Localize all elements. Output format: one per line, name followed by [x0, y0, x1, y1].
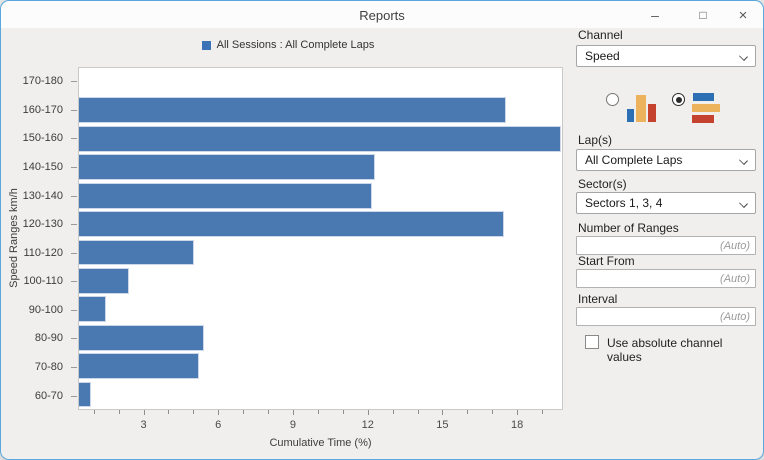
- interval-label: Interval: [578, 292, 618, 306]
- bar: [79, 239, 194, 266]
- x-tick-mark: [442, 410, 444, 415]
- window-title: Reports: [359, 7, 405, 23]
- horizontal-bar-chart-icon[interactable]: [692, 93, 720, 123]
- y-tick-mark: [71, 167, 77, 169]
- x-tick-mark: [292, 410, 294, 415]
- vertical-bar-chart-icon[interactable]: [627, 94, 656, 122]
- x-axis-title: Cumulative Time (%): [269, 437, 372, 449]
- channel-select[interactable]: Speed: [576, 45, 756, 67]
- laps-value: All Complete Laps: [585, 153, 683, 167]
- y-tick-label: 140-150: [0, 153, 77, 182]
- chevron-down-icon: [739, 156, 748, 165]
- y-tick-mark: [71, 138, 77, 140]
- y-tick-label: 100-110: [0, 267, 77, 296]
- channel-label: Channel: [578, 28, 623, 42]
- chevron-down-icon: [739, 199, 748, 208]
- y-axis: 170-180 160-170 150-160 140-150 130-140 120-1…: [0, 67, 77, 410]
- y-tick-label: 110-120: [0, 238, 77, 267]
- x-tick-label: 3: [140, 419, 147, 431]
- y-tick-label: 70-80: [0, 353, 77, 382]
- y-tick-mark: [71, 81, 77, 83]
- y-tick-mark: [71, 281, 77, 283]
- x-tick-mark: [243, 410, 245, 414]
- sectors-label: Sector(s): [578, 177, 627, 191]
- chevron-down-icon: [739, 52, 748, 61]
- channel-value: Speed: [585, 49, 620, 63]
- bar: [79, 154, 375, 181]
- legend-marker-icon: [201, 40, 211, 50]
- chart-type-horizontal-radio[interactable]: [672, 93, 685, 106]
- chart-type-vertical-radio[interactable]: [606, 93, 619, 106]
- y-tick-label: 170-180: [0, 67, 77, 96]
- x-tick-mark: [93, 410, 95, 414]
- bar: [79, 353, 199, 380]
- y-tick-mark: [71, 195, 77, 197]
- start-from-label: Start From: [578, 254, 635, 268]
- legend-label: All Sessions : All Complete Laps: [216, 39, 375, 51]
- x-tick-mark: [542, 410, 544, 414]
- minimize-button[interactable]: –: [651, 7, 659, 23]
- number-of-ranges-input[interactable]: [576, 236, 756, 255]
- x-tick-mark: [367, 410, 369, 415]
- x-tick-mark: [168, 410, 170, 414]
- laps-select[interactable]: All Complete Laps: [576, 149, 756, 171]
- close-button[interactable]: ×: [738, 6, 748, 24]
- x-tick-mark: [417, 410, 419, 414]
- settings-sidebar: Channel Speed Lap(s) All Complete Laps S…: [576, 0, 756, 460]
- sectors-select[interactable]: Sectors 1, 3, 4: [576, 192, 756, 214]
- y-tick-mark: [71, 309, 77, 311]
- bar: [79, 267, 130, 294]
- x-tick-mark: [467, 410, 469, 414]
- y-tick-label: 60-70: [0, 381, 77, 410]
- x-axis: 3 6 9 12 15 18: [78, 410, 563, 436]
- x-tick-label: 18: [511, 419, 524, 431]
- x-tick-mark: [118, 410, 120, 414]
- y-tick-mark: [71, 224, 77, 226]
- y-tick-label: 120-130: [0, 210, 77, 239]
- y-tick-label: 80-90: [0, 324, 77, 353]
- x-tick-mark: [392, 410, 394, 414]
- interval-input[interactable]: [576, 307, 756, 326]
- bar: [79, 182, 373, 209]
- y-tick-label: 90-100: [0, 296, 77, 325]
- y-tick-mark: [71, 367, 77, 369]
- y-tick-mark: [71, 395, 77, 397]
- y-tick-label: 160-170: [0, 96, 77, 125]
- x-tick-label: 6: [215, 419, 222, 431]
- x-tick-label: 9: [289, 419, 297, 431]
- bar: [79, 125, 561, 152]
- x-tick-mark: [342, 410, 344, 414]
- absolute-values-checkbox[interactable]: [585, 335, 599, 349]
- y-tick-mark: [71, 109, 77, 111]
- x-tick-mark: [218, 410, 220, 415]
- bar: [79, 97, 507, 124]
- chart-legend: All Sessions : All Complete Laps: [8, 38, 568, 52]
- x-tick-label: 15: [436, 419, 449, 431]
- x-tick-mark: [492, 410, 494, 414]
- laps-label: Lap(s): [578, 133, 613, 147]
- y-tick-mark: [71, 252, 77, 254]
- x-tick-mark: [317, 410, 319, 414]
- bar: [79, 211, 504, 237]
- plot-area: [78, 67, 563, 410]
- y-tick-label: 150-160: [0, 124, 77, 153]
- x-tick-mark: [143, 410, 145, 415]
- x-tick-label: 12: [361, 419, 374, 431]
- y-tick-label: 130-140: [0, 181, 77, 210]
- absolute-values-label: Use absolute channel values: [607, 336, 723, 364]
- number-of-ranges-label: Number of Ranges: [578, 221, 679, 235]
- sectors-value: Sectors 1, 3, 4: [585, 196, 663, 210]
- maximize-button[interactable]: □: [699, 8, 707, 22]
- bar: [79, 296, 106, 323]
- x-tick-mark: [517, 410, 519, 415]
- bar: [79, 381, 91, 408]
- y-tick-mark: [71, 338, 77, 340]
- x-tick-mark: [193, 410, 195, 414]
- title-bar: Reports: [1, 1, 763, 29]
- bar: [79, 324, 204, 351]
- start-from-input[interactable]: [576, 269, 756, 288]
- x-tick-mark: [268, 410, 270, 414]
